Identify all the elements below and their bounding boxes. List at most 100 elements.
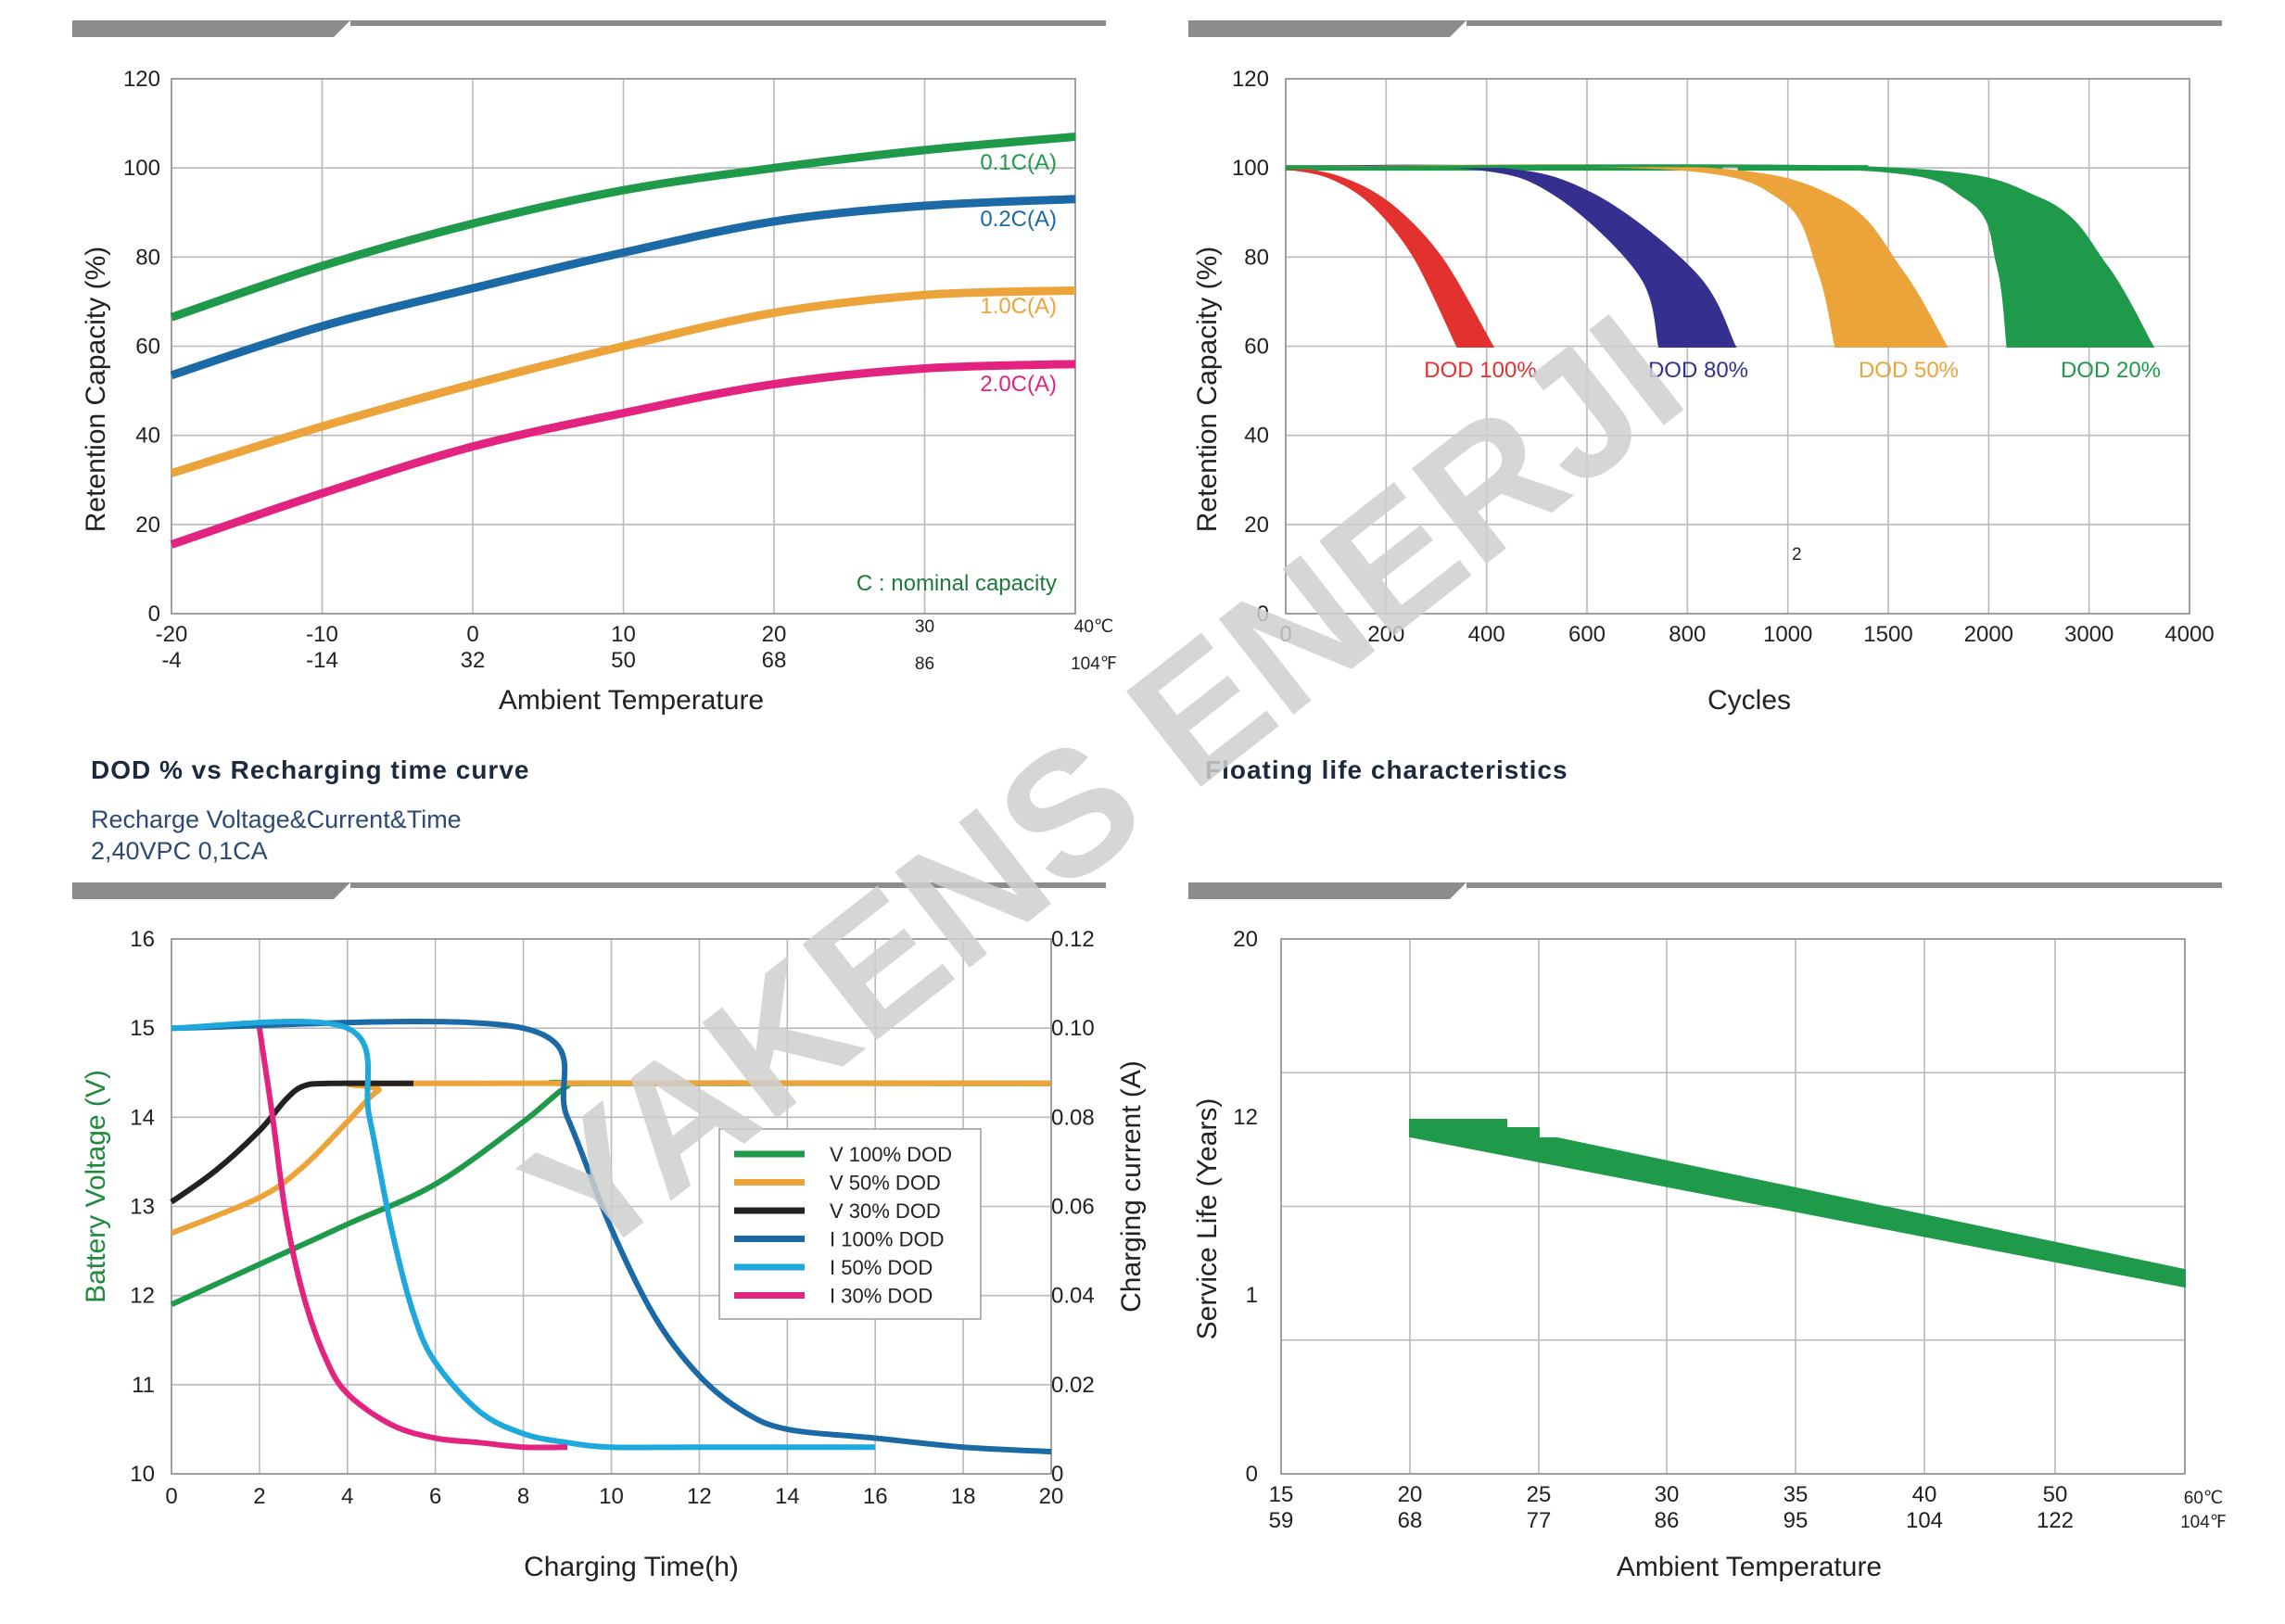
floating-section-title: Floating life characteristics bbox=[1205, 755, 1568, 784]
chart-floating-life: 01122015592068257730863595401045012260℃1… bbox=[1192, 927, 2227, 1582]
header-bar-top-left bbox=[72, 20, 1106, 37]
c3-y2tick: 0.02 bbox=[1051, 1373, 1095, 1398]
c3-y2tick: 0.04 bbox=[1051, 1284, 1095, 1309]
c2-ytick: 0 bbox=[1257, 602, 1269, 627]
c3-y2tick: 0 bbox=[1051, 1462, 1063, 1487]
c2-stray-mark: 2 bbox=[1792, 545, 1802, 565]
c4-xtick-f: 104 bbox=[1906, 1508, 1943, 1533]
c2-series-label: DOD 80% bbox=[1648, 358, 1748, 383]
c1-ylabel: Retention Capacity (%) bbox=[81, 247, 111, 532]
c3-legend-label: I 100% DOD bbox=[830, 1228, 945, 1251]
c1-xtick-f: -4 bbox=[161, 648, 181, 673]
recharge-line-2: 2,40VPC 0,1CA bbox=[91, 837, 268, 865]
c2-ytick: 40 bbox=[1244, 424, 1269, 449]
c3-xtick: 6 bbox=[429, 1484, 441, 1509]
c1-xtick-f: 86 bbox=[915, 654, 934, 674]
c2-series-band bbox=[1285, 166, 1495, 348]
c3-ylabel: Battery Voltage (V) bbox=[81, 1070, 111, 1303]
c1-xlabel: Ambient Temperature bbox=[499, 685, 764, 716]
c2-xtick: 200 bbox=[1367, 622, 1404, 647]
c1-xtick-c: 20 bbox=[762, 622, 787, 647]
c2-ytick: 80 bbox=[1244, 245, 1269, 270]
c4-xtick-f: 59 bbox=[1269, 1508, 1294, 1533]
c3-xtick: 4 bbox=[341, 1484, 353, 1509]
c3-ytick: 12 bbox=[130, 1284, 155, 1309]
c4-xtick-c: 25 bbox=[1527, 1482, 1552, 1507]
c3-legend-box bbox=[718, 1128, 982, 1320]
c4-xtick-f: 77 bbox=[1527, 1508, 1552, 1533]
c3-y2label: Charging current (A) bbox=[1116, 1060, 1147, 1313]
c1-xtick-c: 30 bbox=[915, 617, 934, 637]
c3-ytick: 13 bbox=[130, 1195, 155, 1220]
c3-xtick: 14 bbox=[775, 1484, 800, 1509]
c3-y2tick: 0.10 bbox=[1051, 1016, 1095, 1041]
c2-ytick: 60 bbox=[1244, 335, 1269, 360]
c1-xtick-c: -10 bbox=[306, 622, 338, 647]
c1-ytick: 40 bbox=[135, 424, 160, 449]
c3-series-line bbox=[256, 1027, 568, 1451]
header-bar-bottom-left bbox=[72, 882, 1106, 899]
c3-xtick: 8 bbox=[517, 1484, 529, 1509]
c4-xlabel: Ambient Temperature bbox=[1617, 1552, 1882, 1582]
c2-xtick: 0 bbox=[1279, 622, 1291, 647]
c4-xtick-f: 95 bbox=[1784, 1508, 1809, 1533]
c2-xtick: 2000 bbox=[1964, 622, 2013, 647]
chart-temperature-capacity: 020406080100120-20-4-10-1403210502068308… bbox=[81, 67, 1117, 716]
c1-ytick: 20 bbox=[135, 513, 160, 538]
c1-ytick: 80 bbox=[135, 245, 160, 270]
c2-ytick: 100 bbox=[1232, 156, 1269, 181]
c4-xtick-c: 60℃ bbox=[2184, 1489, 2223, 1508]
chart-cycle-life: 0 20 40 60 80 100 120 0 200 400 600 800 1000 1500 2000… bbox=[1192, 67, 2215, 716]
c2-xtick: 400 bbox=[1468, 622, 1505, 647]
chart-recharge: 10 11 12 13 14 15 16 0 0.02 0.04 0.06 0.08 0.10 0.12 0… bbox=[81, 927, 1147, 1582]
c2-series-label: DOD 50% bbox=[1859, 358, 1959, 383]
c2-xtick: 1000 bbox=[1763, 622, 1812, 647]
c3-legend-label: I 50% DOD bbox=[830, 1256, 933, 1279]
c1-frame bbox=[171, 78, 1076, 615]
c2-xtick: 1500 bbox=[1863, 622, 1912, 647]
c2-frame bbox=[1285, 78, 2190, 615]
c2-ytick: 20 bbox=[1244, 513, 1269, 538]
c4-frame bbox=[1280, 938, 2186, 1475]
c4-xtick-f: 68 bbox=[1398, 1508, 1423, 1533]
c3-xtick: 0 bbox=[165, 1484, 177, 1509]
c1-ytick: 100 bbox=[123, 156, 160, 181]
c1-xtick-c: 40℃ bbox=[1074, 617, 1113, 637]
c2-series-band bbox=[1285, 164, 1737, 348]
c4-ytick: 12 bbox=[1233, 1105, 1258, 1130]
c3-xtick: 16 bbox=[863, 1484, 888, 1509]
c4-ylabel: Service Life (Years) bbox=[1192, 1098, 1223, 1340]
c3-xtick: 2 bbox=[253, 1484, 265, 1509]
c2-ylabel: Retention Capacity (%) bbox=[1192, 247, 1223, 532]
c3-ytick: 14 bbox=[130, 1105, 155, 1130]
c3-ytick: 16 bbox=[130, 927, 155, 952]
c4-xtick-c: 30 bbox=[1655, 1482, 1680, 1507]
c2-xtick: 800 bbox=[1669, 622, 1706, 647]
c1-xtick-f: 32 bbox=[461, 648, 486, 673]
c2-xtick: 3000 bbox=[2064, 622, 2114, 647]
c4-xtick-f: 122 bbox=[2037, 1508, 2074, 1533]
c1-xtick-c: 10 bbox=[611, 622, 636, 647]
c3-ytick: 10 bbox=[130, 1462, 155, 1487]
c4-xtick-c: 15 bbox=[1269, 1482, 1294, 1507]
c2-series-label: DOD 100% bbox=[1424, 358, 1536, 383]
c2-ytick: 120 bbox=[1232, 67, 1269, 92]
recharge-line-1: Recharge Voltage&Current&Time bbox=[91, 806, 462, 833]
c1-ytick: 120 bbox=[123, 67, 160, 92]
c4-xtick-c: 40 bbox=[1912, 1482, 1937, 1507]
c1-xtick-f: -14 bbox=[306, 648, 338, 673]
c4-series-band bbox=[1409, 1119, 2186, 1288]
c3-xlabel: Charging Time(h) bbox=[524, 1552, 739, 1582]
c3-ytick: 11 bbox=[132, 1373, 155, 1398]
c3-series-line bbox=[170, 1080, 1052, 1237]
c3-y2tick: 0.08 bbox=[1051, 1105, 1095, 1130]
c3-legend-label: I 30% DOD bbox=[830, 1285, 933, 1308]
c1-series-label: 1.0C(A) bbox=[980, 294, 1057, 319]
c4-ytick: 1 bbox=[1246, 1283, 1258, 1308]
c3-y2tick: 0.12 bbox=[1051, 927, 1095, 952]
c3-frame bbox=[171, 938, 1052, 1475]
c4-xtick-f: 104℉ bbox=[2180, 1513, 2227, 1532]
c1-series-label: 0.1C(A) bbox=[980, 150, 1057, 175]
c3-y2tick: 0.06 bbox=[1051, 1195, 1095, 1220]
